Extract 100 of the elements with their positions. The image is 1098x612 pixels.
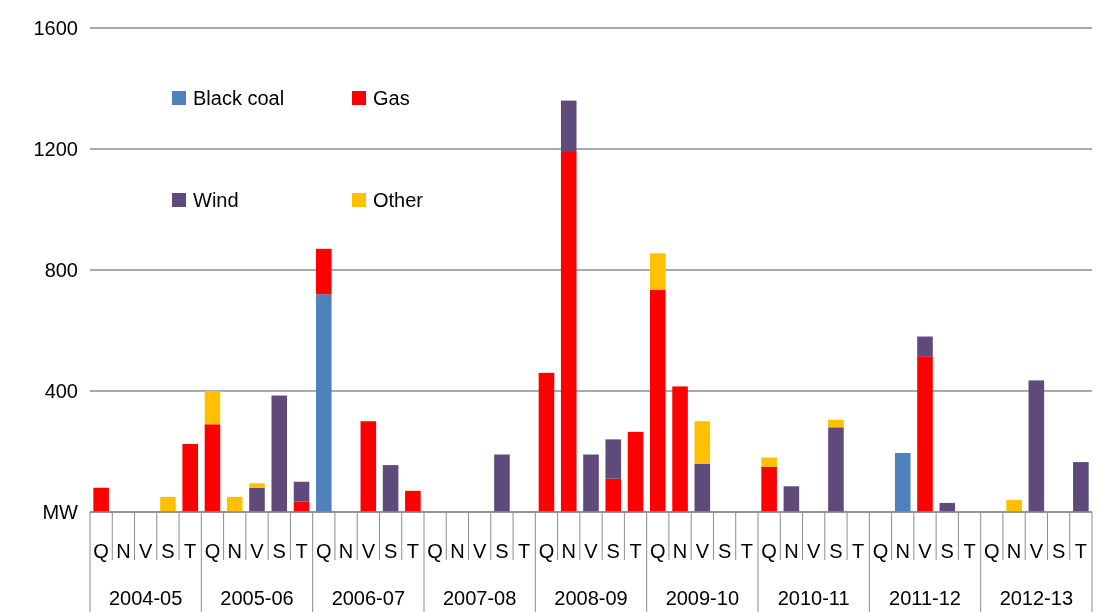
x-tick-label: V [1029, 540, 1044, 562]
y-tick-label: 400 [44, 379, 78, 402]
bar [249, 487, 265, 512]
x-tick-label: Q [872, 540, 889, 562]
bar [605, 478, 622, 512]
text: 2009-10 [665, 587, 740, 609]
bar [583, 454, 599, 512]
x-tick-label: S [383, 540, 398, 562]
legend-label: Gas [373, 87, 410, 109]
bar [650, 253, 666, 290]
bar [1073, 462, 1089, 512]
x-tick-label: Q [93, 540, 109, 562]
x-tick-label: T [406, 540, 419, 562]
bar [93, 487, 109, 512]
bar [694, 421, 711, 464]
x-tick-label: T [852, 540, 865, 562]
bar [538, 372, 555, 512]
bar [182, 443, 198, 512]
x-tick-label: Q [204, 540, 221, 562]
x-tick-label: T [184, 540, 197, 562]
y-tick-label: 1200 [33, 137, 78, 160]
x-tick-label: S [940, 540, 954, 562]
x-tick-label: N [450, 540, 465, 562]
x-tick-label: V [250, 540, 265, 562]
y-tick-label: 800 [44, 258, 78, 281]
x-tick-label: Q [538, 540, 555, 562]
bar [405, 490, 421, 512]
x-tick-label: Q [650, 540, 666, 562]
bar [271, 395, 288, 512]
x-tick-label: V [361, 540, 376, 562]
bar [605, 439, 622, 479]
x-tick-label: N [338, 540, 354, 562]
bar [694, 463, 711, 512]
bar [761, 466, 777, 512]
bar [761, 457, 777, 467]
x-tick-label: V [138, 540, 153, 562]
bar [293, 481, 310, 502]
bar [783, 486, 800, 512]
bar [293, 501, 310, 512]
text: 2012-13 [999, 587, 1074, 609]
legend-label: Other [373, 189, 424, 211]
x-tick-label: V [695, 540, 710, 562]
x-tick-label: S [272, 540, 286, 562]
y-tick-label: 1600 [33, 16, 78, 39]
bar [917, 336, 933, 357]
x-tick-label: S [1051, 540, 1066, 562]
bar [204, 424, 221, 512]
x-tick-label: S [829, 540, 843, 562]
text: 2011-12 [889, 587, 961, 609]
bar [360, 421, 377, 512]
x-tick-label: T [740, 540, 753, 562]
x-tick-label: N [1006, 540, 1022, 562]
x-tick-label: Q [761, 540, 777, 562]
bar [560, 100, 577, 153]
x-tick-label: N [895, 540, 910, 562]
bar [160, 496, 176, 512]
text: 2005-06 [220, 587, 294, 609]
text: 2010-11 [777, 587, 850, 609]
bar [672, 386, 688, 512]
bar [494, 454, 510, 512]
bar [828, 419, 844, 428]
bar [316, 294, 332, 512]
y-tick-label: MW [42, 500, 79, 523]
x-tick-label: S [717, 540, 732, 562]
legend-label: Wind [193, 189, 239, 211]
x-tick-label: S [606, 540, 620, 562]
bar [939, 502, 956, 512]
x-tick-label: T [629, 540, 642, 562]
text: 2008-09 [554, 587, 628, 609]
bar [627, 431, 644, 512]
x-tick-label: T [1074, 540, 1087, 562]
legend-label: Black coal [193, 87, 285, 109]
x-tick-label: N [227, 540, 242, 562]
x-tick-label: N [561, 540, 576, 562]
bar [226, 496, 243, 512]
x-tick-label: N [672, 540, 688, 562]
x-tick-label: V [806, 540, 821, 562]
x-tick-label: T [963, 540, 976, 562]
bar [316, 248, 332, 295]
text: 2007-08 [442, 587, 517, 609]
x-tick-label: N [784, 540, 799, 562]
x-tick-label: V [584, 540, 599, 562]
bar [249, 483, 265, 488]
x-tick-label: Q [984, 540, 1000, 562]
bar [560, 152, 577, 512]
x-tick-label: N [116, 540, 131, 562]
bar [382, 465, 399, 512]
x-tick-label: Q [427, 540, 443, 562]
bar [204, 391, 221, 425]
x-tick-label: V [472, 540, 487, 562]
x-tick-label: V [918, 540, 933, 562]
bar [828, 427, 844, 512]
text: 2004-05 [108, 587, 183, 609]
bar [1006, 499, 1022, 512]
x-tick-label: Q [316, 540, 332, 562]
x-tick-label: S [495, 540, 509, 562]
bar [1028, 380, 1045, 512]
x-tick-label: T [295, 540, 308, 562]
x-tick-label: T [518, 540, 531, 562]
text: 2006-07 [331, 587, 406, 609]
